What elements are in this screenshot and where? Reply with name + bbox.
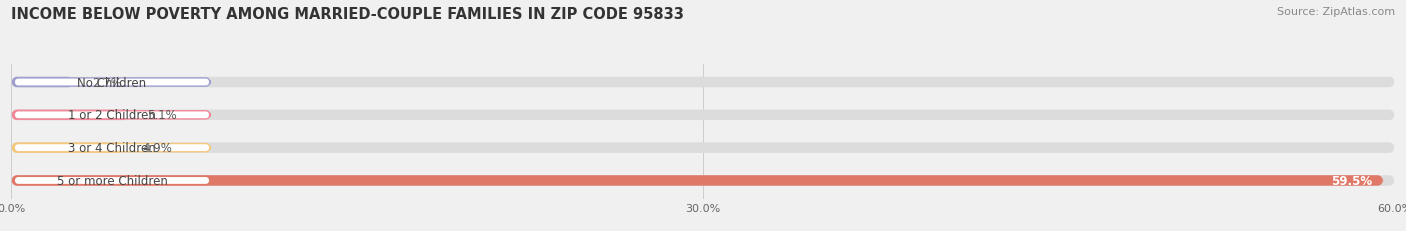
Text: 3 or 4 Children: 3 or 4 Children bbox=[67, 142, 156, 155]
Text: INCOME BELOW POVERTY AMONG MARRIED-COUPLE FAMILIES IN ZIP CODE 95833: INCOME BELOW POVERTY AMONG MARRIED-COUPL… bbox=[11, 7, 685, 22]
FancyBboxPatch shape bbox=[11, 143, 1395, 153]
Text: 5.1%: 5.1% bbox=[148, 109, 177, 122]
FancyBboxPatch shape bbox=[11, 110, 129, 121]
Text: 2.7%: 2.7% bbox=[91, 76, 122, 89]
FancyBboxPatch shape bbox=[14, 79, 209, 87]
Text: 59.5%: 59.5% bbox=[1330, 174, 1372, 187]
FancyBboxPatch shape bbox=[11, 143, 124, 153]
FancyBboxPatch shape bbox=[14, 144, 209, 152]
Text: Source: ZipAtlas.com: Source: ZipAtlas.com bbox=[1277, 7, 1395, 17]
FancyBboxPatch shape bbox=[11, 77, 73, 88]
FancyBboxPatch shape bbox=[11, 77, 1395, 88]
Text: No Children: No Children bbox=[77, 76, 146, 89]
FancyBboxPatch shape bbox=[11, 176, 1395, 186]
FancyBboxPatch shape bbox=[11, 110, 1395, 121]
FancyBboxPatch shape bbox=[14, 111, 209, 119]
FancyBboxPatch shape bbox=[14, 177, 209, 185]
Text: 4.9%: 4.9% bbox=[142, 142, 173, 155]
Text: 5 or more Children: 5 or more Children bbox=[56, 174, 167, 187]
Text: 1 or 2 Children: 1 or 2 Children bbox=[67, 109, 156, 122]
FancyBboxPatch shape bbox=[11, 176, 1384, 186]
